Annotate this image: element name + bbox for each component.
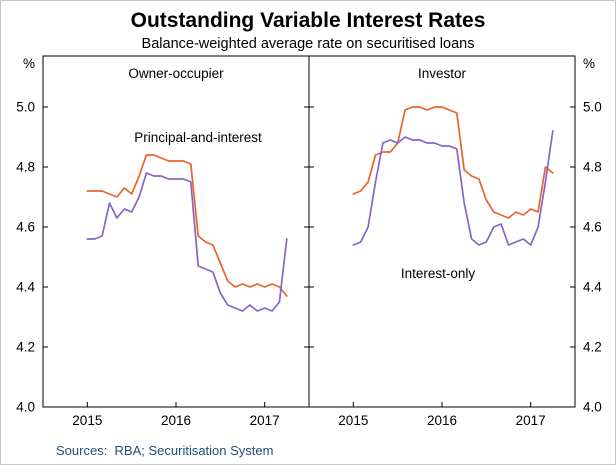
x-axis-label: 2015: [338, 413, 368, 428]
y-axis-label-left: 4.0: [16, 400, 35, 415]
panel-title-owner-occupier: Owner-occupier: [128, 66, 224, 81]
y-axis-label-left: 4.8: [16, 160, 35, 175]
series-line-investor-principal-and-interest: [352, 106, 554, 219]
y-axis-label-right: 4.4: [583, 280, 602, 295]
series-line-owner-occupier-principal-and-interest: [86, 154, 288, 297]
series-line-investor-interest-only: [352, 130, 554, 246]
y-axis-label-right: 4.8: [583, 160, 602, 175]
y-axis-label-right: 4.6: [583, 220, 602, 235]
y-axis-label-left: 5.0: [16, 100, 35, 115]
series-line-owner-occupier-interest-only: [86, 172, 288, 312]
chart-subtitle: Balance-weighted average rate on securit…: [141, 36, 475, 52]
unit-label-left: %: [23, 56, 35, 71]
x-axis-label: 2016: [427, 413, 457, 428]
panel-title-investor: Investor: [418, 66, 467, 81]
sources: Sources: RBA; Securitisation System: [56, 443, 274, 458]
chart-svg: 4.0 4.0 4.2 4.2 4.4 4.4 4.6 4.6 4.8 4.8 5.0 5.0% % 20…: [16, 55, 602, 428]
y-axis-label-left: 4.2: [16, 340, 35, 355]
x-axis-label: 2016: [161, 413, 191, 428]
series-label-principal-and-interest: Principal-and-interest: [134, 130, 262, 145]
x-axis-label: 2015: [72, 413, 102, 428]
x-axis-label: 2017: [516, 413, 546, 428]
series-label-interest-only: Interest-only: [401, 266, 476, 281]
y-axis-label-right: 5.0: [583, 100, 602, 115]
y-axis-label-left: 4.4: [16, 280, 35, 295]
y-axis-label-right: 4.2: [583, 340, 602, 355]
y-axis-label-left: 4.6: [16, 220, 35, 235]
unit-label-right: %: [583, 56, 595, 71]
chart-title: Outstanding Variable Interest Rates: [130, 9, 486, 32]
y-axis-label-right: 4.0: [583, 400, 602, 415]
x-axis-label: 2017: [250, 413, 280, 428]
